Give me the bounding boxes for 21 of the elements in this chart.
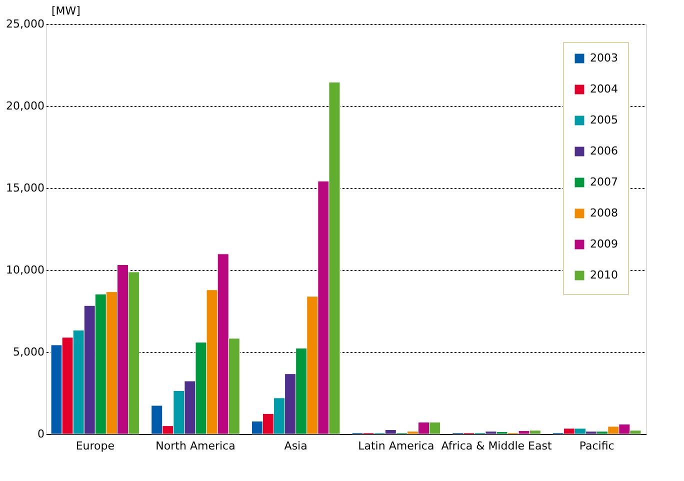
x-tick-label: Africa & Middle East bbox=[441, 440, 552, 452]
y-tick-label: 15,000 bbox=[6, 182, 44, 194]
y-axis-title: [MW] bbox=[52, 4, 80, 18]
y-tick-label: 25,000 bbox=[6, 18, 44, 30]
x-tick-label: Pacific bbox=[579, 440, 614, 452]
x-tick-label: North America bbox=[156, 440, 236, 452]
x-tick-label: Latin America bbox=[358, 440, 434, 452]
y-tick-label: 10,000 bbox=[6, 264, 44, 276]
y-tick-label: 20,000 bbox=[6, 100, 44, 112]
legend-label: 2006 bbox=[590, 144, 618, 158]
legend-label: 2007 bbox=[590, 176, 618, 188]
y-tick-label: 0 bbox=[38, 428, 44, 440]
x-tick-label: Europe bbox=[76, 440, 115, 452]
legend-label: 2010 bbox=[590, 268, 618, 282]
legend-label: 2009 bbox=[590, 238, 618, 250]
x-tick-label: Asia bbox=[284, 440, 308, 452]
legend-label: 2005 bbox=[590, 114, 618, 126]
legend-label: 2003 bbox=[590, 52, 618, 64]
y-tick-label: 5,000 bbox=[13, 346, 44, 358]
legend-label: 2008 bbox=[590, 206, 618, 220]
legend-label: 2004 bbox=[590, 82, 618, 96]
